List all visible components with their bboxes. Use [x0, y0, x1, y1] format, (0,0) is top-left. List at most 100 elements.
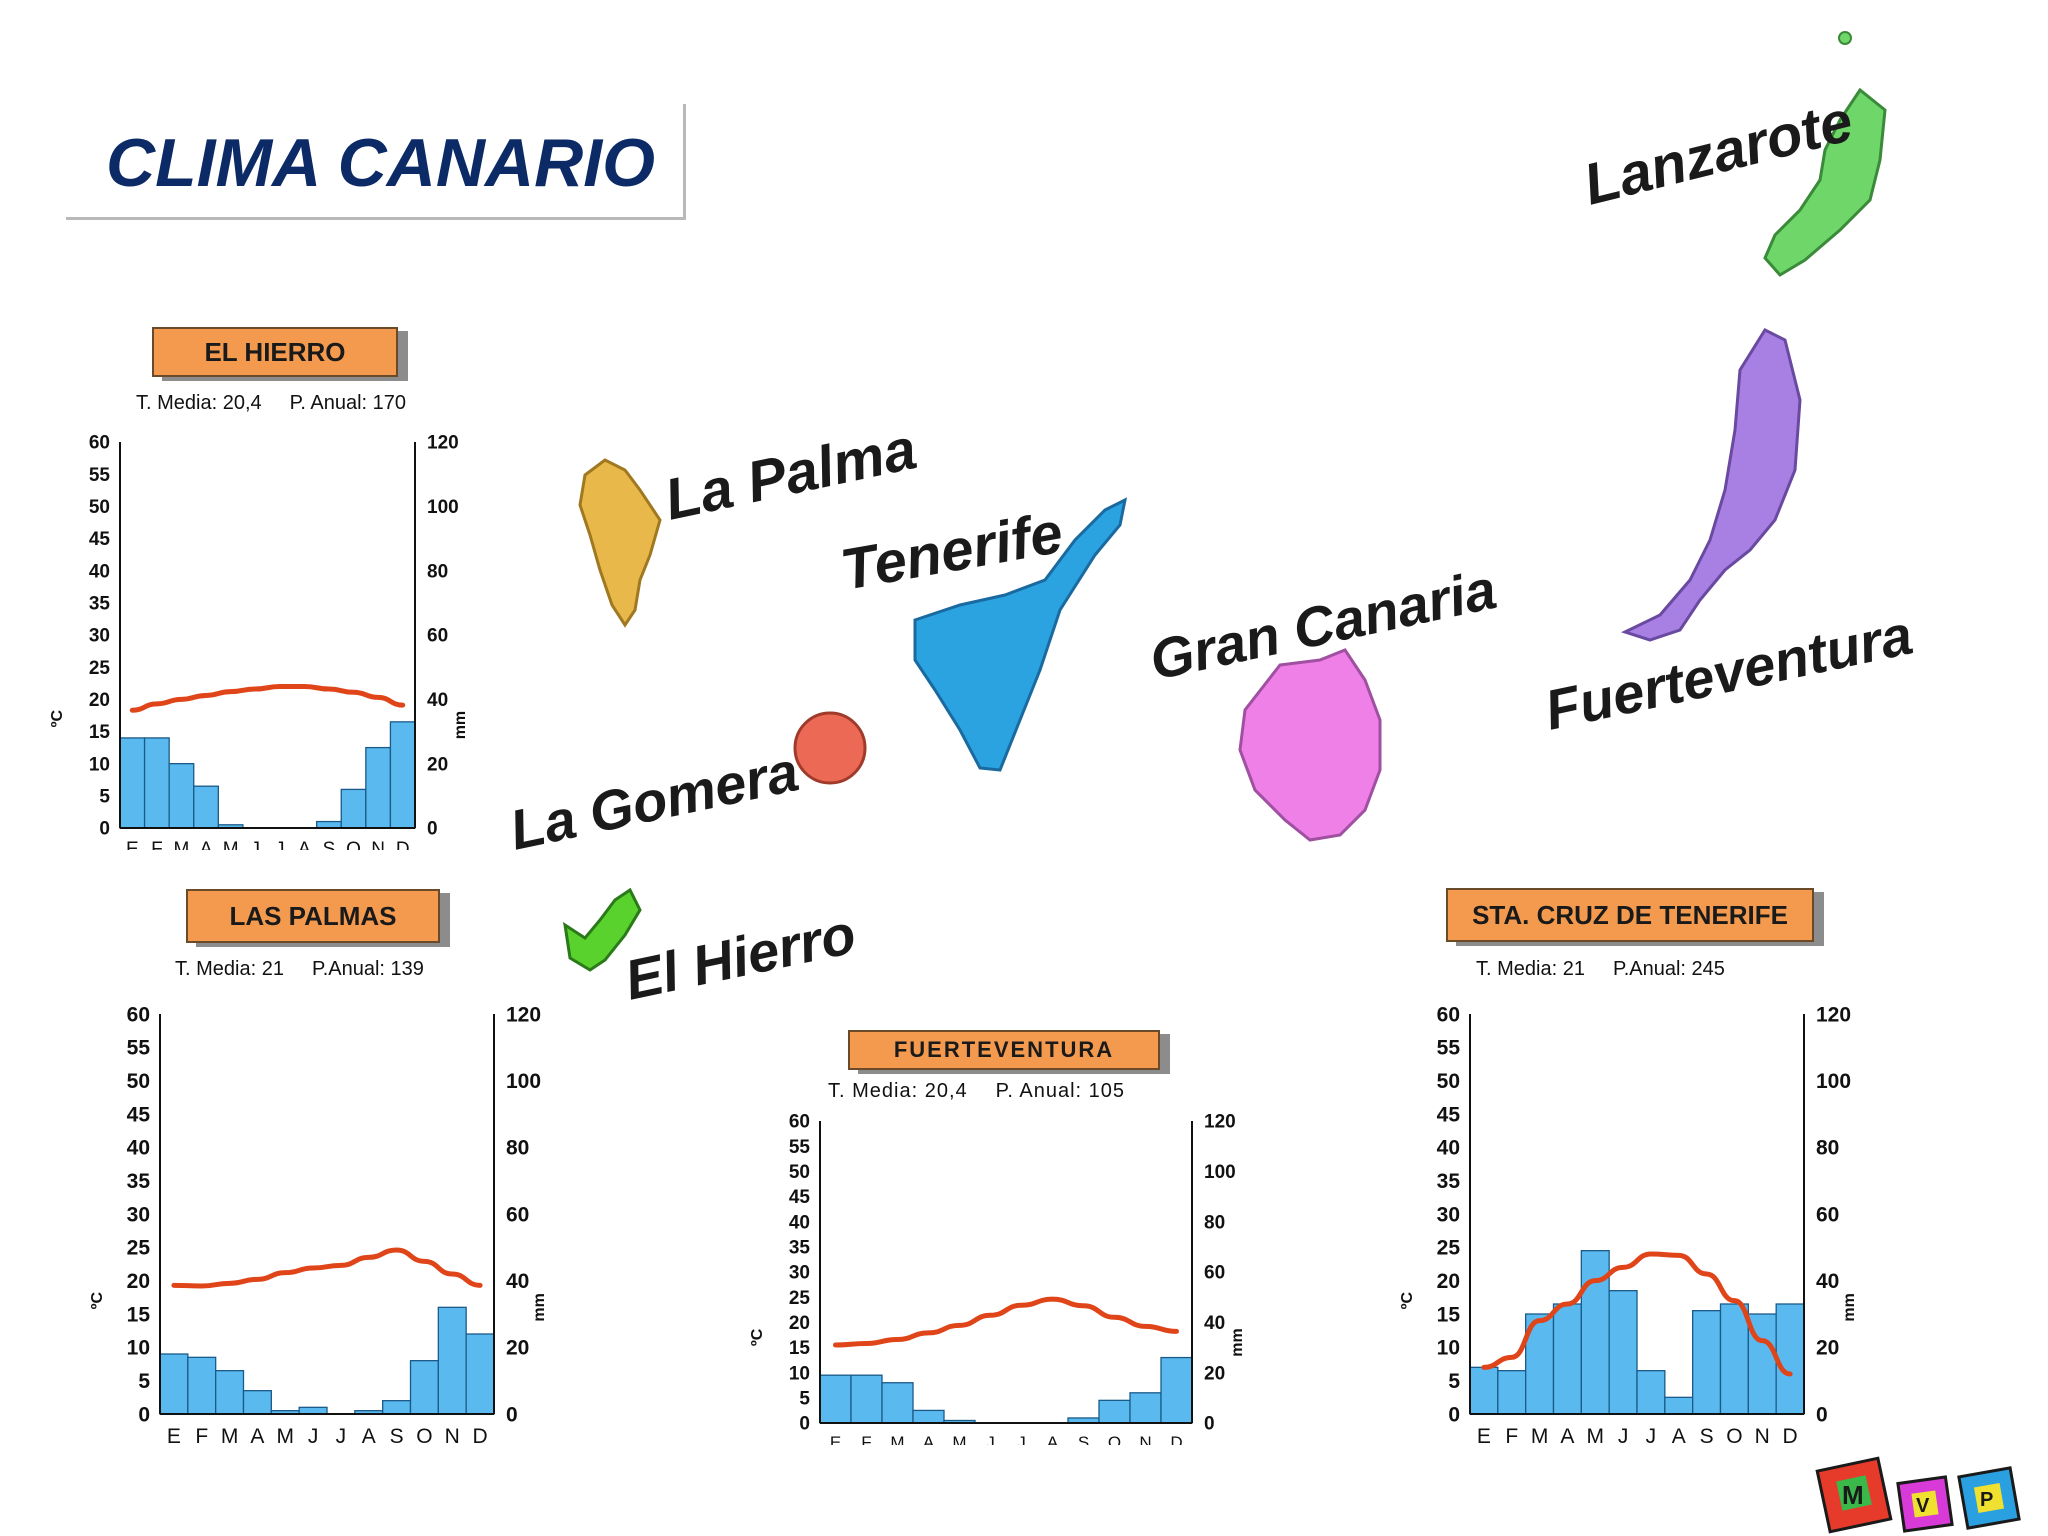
tick-category: D — [396, 839, 410, 850]
lanzarote-island — [1763, 87, 1887, 277]
temperature-line — [171, 1247, 483, 1289]
tick-left: 35 — [789, 1237, 811, 1258]
y-right-unit-label: mm — [1229, 1328, 1246, 1356]
t-media-el-hierro: T. Media: 20,4 — [136, 392, 262, 414]
tick-right: 80 — [1816, 1137, 1839, 1160]
tick-category: J — [1017, 1433, 1026, 1445]
precip-bar — [193, 785, 219, 829]
tick-category: M — [952, 1433, 966, 1445]
tick-category: N — [1755, 1425, 1770, 1448]
tick-category: M — [1587, 1425, 1605, 1448]
tick-category: J — [275, 839, 285, 850]
tick-category: J — [1646, 1425, 1657, 1448]
tick-category: E — [167, 1425, 181, 1448]
tick-category: N — [371, 839, 385, 850]
temperature-line — [129, 683, 406, 713]
p-anual-las-palmas: P.Anual: 139 — [311, 958, 424, 980]
tick-left: 10 — [1437, 1337, 1460, 1360]
tick-left: 40 — [789, 1212, 810, 1233]
tick-right: 60 — [427, 626, 448, 647]
tick-left: 40 — [1437, 1137, 1460, 1160]
tick-left: 50 — [89, 497, 110, 518]
tick-left: 45 — [1437, 1103, 1461, 1126]
tick-right: 20 — [506, 1337, 529, 1360]
tick-right: 100 — [506, 1070, 541, 1093]
tick-right: 0 — [427, 819, 438, 840]
tick-left: 50 — [127, 1070, 150, 1093]
tick-left: 20 — [127, 1270, 150, 1293]
tick-left: 5 — [138, 1370, 150, 1393]
tick-category: D — [472, 1425, 487, 1448]
precip-bar — [409, 1360, 439, 1415]
tick-category: A — [362, 1425, 376, 1448]
tick-category: F — [861, 1433, 871, 1445]
tick-category: A — [1560, 1425, 1574, 1448]
tick-left: 10 — [127, 1337, 150, 1360]
label-fuerteventura: Fuerteventura — [1539, 602, 1917, 741]
tick-category: M — [174, 839, 190, 850]
label-el-hierro: El Hierro — [619, 902, 860, 1012]
tick-category: S — [1700, 1425, 1714, 1448]
tick-right: 100 — [1204, 1162, 1236, 1183]
label-la-palma: La Palma — [659, 416, 922, 533]
tick-left: 35 — [1437, 1170, 1461, 1193]
tick-right: 60 — [506, 1203, 529, 1226]
chart-las-palmas: 0 5 10 15 20 25 30 35 40 45 50 55 60 0 20 40 60 80 100 120 E… — [89, 1003, 548, 1448]
tick-left: 20 — [89, 690, 110, 711]
tick-category: J — [986, 1433, 995, 1445]
tick-category: J — [1618, 1425, 1629, 1448]
tick-left: 5 — [799, 1388, 810, 1409]
logo-letter-p: P — [1980, 1489, 1993, 1511]
tick-category: A — [1047, 1433, 1059, 1445]
label-las-palmas-chart: LAS PALMAS — [186, 889, 440, 943]
tick-left: 55 — [89, 465, 111, 486]
tick-left: 25 — [127, 1237, 151, 1260]
tick-category: N — [1139, 1433, 1151, 1445]
tick-left: 0 — [138, 1403, 150, 1426]
precip-bar — [1692, 1310, 1722, 1415]
precip-bar — [465, 1333, 495, 1415]
tick-category: O — [1108, 1433, 1121, 1445]
la-palma-island — [578, 458, 662, 628]
y-right-unit-label: mm — [1841, 1293, 1858, 1321]
tick-category: S — [323, 839, 336, 850]
tick-category: E — [830, 1433, 841, 1445]
precip-bar — [119, 737, 146, 829]
tick-right: 120 — [1816, 1003, 1851, 1026]
precip-bar — [437, 1306, 467, 1415]
tick-left: 0 — [99, 819, 110, 840]
tick-right: 20 — [427, 754, 448, 775]
tick-right: 20 — [1816, 1337, 1839, 1360]
y-left-unit-label: ºC — [89, 1292, 106, 1310]
tick-left: 60 — [127, 1003, 150, 1026]
tick-left: 55 — [1437, 1037, 1461, 1060]
tick-category: S — [390, 1425, 404, 1448]
tick-category: M — [277, 1425, 295, 1448]
t-media-fuerteventura: T. Media: 20,4 — [828, 1080, 968, 1102]
t-media-las-palmas: T. Media: 21 — [175, 958, 284, 980]
tick-left: 0 — [1448, 1403, 1460, 1426]
tick-left: 20 — [789, 1313, 810, 1334]
chart-fuerteventura: 0 5 10 15 20 25 30 35 40 45 50 55 60 0 20 40 60 80 100 120 E… — [749, 1112, 1246, 1445]
tick-left: 25 — [89, 658, 111, 679]
tick-right: 80 — [506, 1137, 529, 1160]
precip-bar — [819, 1374, 852, 1424]
precip-bar — [1098, 1399, 1131, 1424]
tick-category: O — [346, 839, 361, 850]
precip-bar — [242, 1390, 272, 1415]
precip-bar — [1160, 1356, 1193, 1424]
tick-category: M — [890, 1433, 904, 1445]
chart-el-hierro: 0 5 10 15 20 25 30 35 40 45 50 55 60 0 20 40 60 80 100 120 E… — [49, 433, 469, 850]
gran-canaria-island — [1238, 648, 1382, 842]
tick-category: A — [1672, 1425, 1686, 1448]
fuerteventura-island — [1620, 328, 1802, 642]
tick-left: 0 — [799, 1414, 810, 1435]
tick-category: A — [200, 839, 213, 850]
precip-bar — [389, 721, 416, 829]
t-media-sta-cruz: T. Media: 21 — [1476, 958, 1585, 980]
tick-left: 50 — [789, 1162, 810, 1183]
tick-category: F — [151, 839, 163, 850]
precip-bar — [1469, 1366, 1499, 1415]
tick-left: 25 — [789, 1288, 811, 1309]
